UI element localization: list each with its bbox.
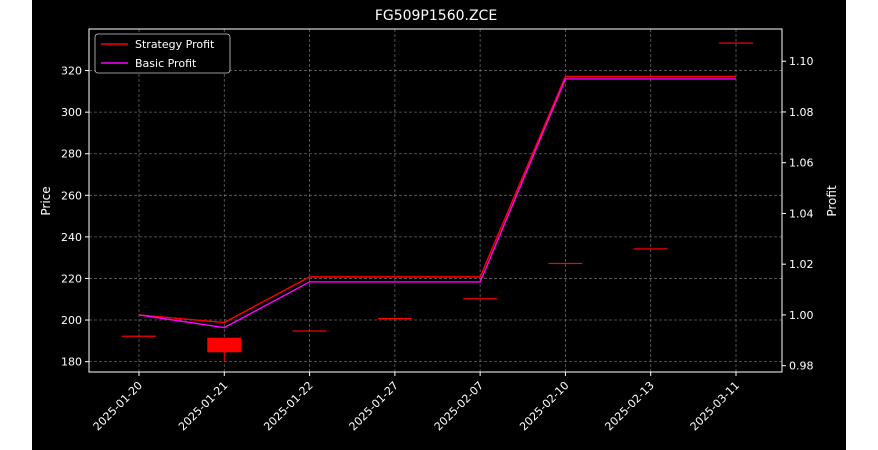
y-tick-label: 240 xyxy=(61,231,82,244)
candle-body xyxy=(548,262,583,265)
y-tick-label: 180 xyxy=(61,356,82,369)
candle-body xyxy=(377,317,412,320)
y2-axis-label: Profit xyxy=(825,185,839,217)
y2-tick-label: 1.02 xyxy=(789,258,814,271)
candle-body xyxy=(719,42,753,44)
y2-tick-label: 0.98 xyxy=(789,360,814,373)
y2-tick-label: 1.08 xyxy=(789,106,814,119)
candle-body xyxy=(463,298,498,300)
candle-body xyxy=(207,337,242,353)
series-line-0 xyxy=(138,75,736,324)
right-y-axis: 0.98 1.00 1.02 1.04 1.06 1.08 1.10 xyxy=(782,55,814,373)
legend-label: Strategy Profit xyxy=(135,38,215,51)
legend: Strategy Profit Basic Profit xyxy=(94,33,231,74)
candle-body xyxy=(633,248,668,250)
y-axis-label: Price xyxy=(39,186,53,215)
y-tick-label: 260 xyxy=(61,189,82,202)
legend-label: Basic Profit xyxy=(135,57,197,70)
y2-tick-label: 1.06 xyxy=(789,157,814,170)
legend-box xyxy=(94,33,231,74)
y-tick-label: 320 xyxy=(61,65,82,78)
y-tick-label: 300 xyxy=(61,106,82,119)
series-line-1 xyxy=(138,78,736,329)
y-tick-label: 200 xyxy=(61,314,82,327)
y2-tick-label: 1.10 xyxy=(789,55,814,68)
y-tick-label: 280 xyxy=(61,148,82,161)
y-tick-label: 220 xyxy=(61,272,82,285)
profit-lines xyxy=(138,75,736,329)
y2-tick-label: 1.00 xyxy=(789,309,814,322)
left-y-axis: 180 200 220 240 260 280 300 320 xyxy=(61,65,89,369)
candle-body xyxy=(122,335,156,337)
candles xyxy=(122,42,753,362)
plot-frame xyxy=(88,28,783,373)
figure-background xyxy=(32,0,846,450)
chart-title: FG509P1560.ZCE xyxy=(375,8,497,24)
candle-body xyxy=(292,330,327,332)
y2-tick-label: 1.04 xyxy=(789,207,814,220)
